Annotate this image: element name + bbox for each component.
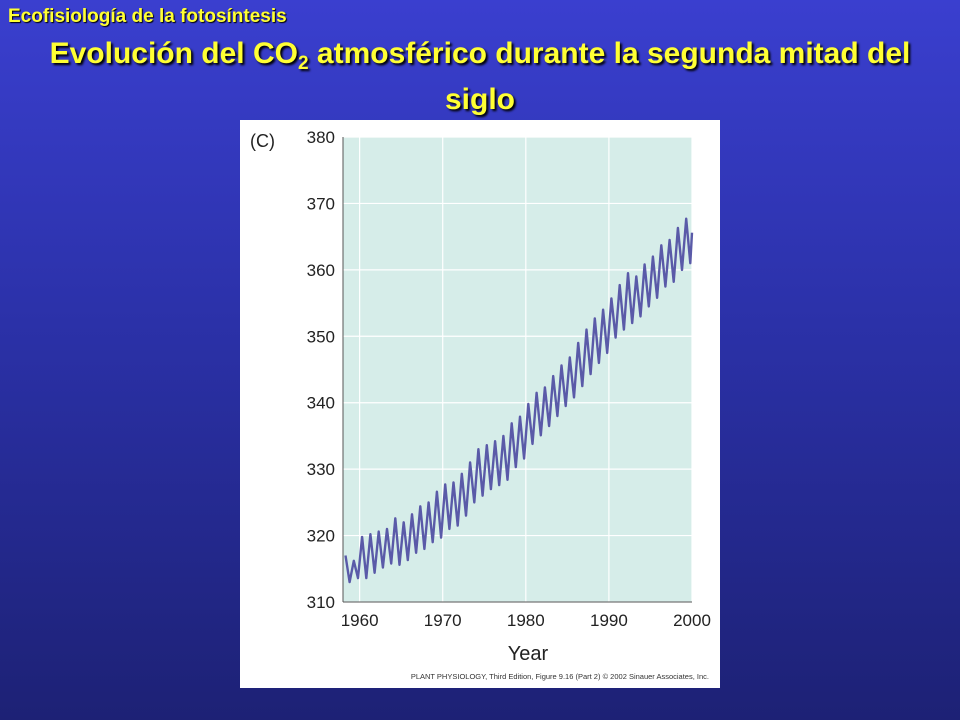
y-tick-label: 380: [307, 128, 335, 147]
tick-labels: 310 320 330 340 350 360 370 380 1960 1970 1980 1990…: [307, 128, 711, 630]
co2-chart: (C) 310 320 330 340 350 360 370 380 1960 1970 1980…: [250, 128, 711, 681]
x-tick-label: 1960: [341, 611, 379, 630]
title-subscript: 2: [297, 53, 309, 74]
x-tick-label: 2000: [673, 611, 711, 630]
co2-series-line: [344, 217, 694, 584]
y-tick-label: 310: [307, 593, 335, 612]
y-tick-label: 370: [307, 194, 335, 213]
plot-area: [343, 137, 692, 602]
axes: [342, 137, 692, 603]
title-part-1: Evolución del CO: [49, 37, 298, 70]
y-tick-label: 330: [307, 460, 335, 479]
x-tick-label: 1990: [590, 611, 628, 630]
figure-credit: PLANT PHYSIOLOGY, Third Edition, Figure …: [411, 672, 709, 681]
x-axis-title: Year: [508, 643, 549, 665]
x-tick-label: 1980: [507, 611, 545, 630]
y-tick-label: 350: [307, 327, 335, 346]
title-part-2: atmosférico durante la segunda mitad del…: [308, 37, 911, 116]
series-layer: [344, 217, 694, 584]
x-tick-label: 1970: [424, 611, 462, 630]
panel-label: (C): [250, 131, 275, 151]
slide-title: Evolución del CO2 atmosférico durante la…: [20, 36, 940, 118]
y-tick-label: 340: [307, 394, 335, 413]
y-tick-label: 320: [307, 527, 335, 546]
chart-figure: (C) 310 320 330 340 350 360 370 380 1960 1970 1980…: [240, 120, 720, 688]
section-label: Ecofisiología de la fotosíntesis: [8, 6, 287, 27]
y-tick-label: 360: [307, 261, 335, 280]
